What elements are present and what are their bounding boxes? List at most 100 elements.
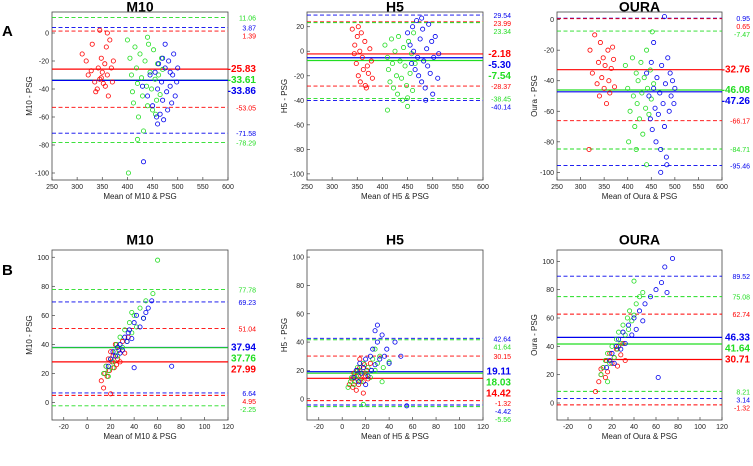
data-point-red — [94, 86, 100, 92]
data-point-green — [387, 79, 393, 85]
data-point-red — [350, 384, 356, 390]
data-point-green — [143, 298, 149, 304]
x-tick-label: 350 — [351, 184, 363, 191]
data-point-green — [382, 42, 388, 48]
data-point-blue — [162, 65, 168, 71]
data-point-blue — [658, 146, 664, 152]
data-point-blue — [419, 79, 425, 85]
data-point-blue — [167, 83, 173, 89]
data-point-red — [620, 340, 626, 346]
reference-line-label: -53.05 — [236, 105, 256, 112]
data-point-green — [388, 36, 394, 42]
y-tick-label: 100 — [542, 259, 554, 266]
y-tick-label: 0 — [300, 49, 304, 56]
x-tick-label: 0 — [588, 424, 592, 431]
data-point-blue — [432, 34, 438, 40]
data-point-green — [633, 146, 639, 152]
data-point-green — [139, 75, 145, 81]
y-tick-label: 60 — [41, 313, 49, 320]
reference-line-label: 14.42 — [486, 389, 511, 400]
x-tick-label: 60 — [652, 424, 660, 431]
data-point-green — [390, 85, 396, 91]
data-point-green — [152, 76, 158, 82]
data-point-green — [101, 371, 107, 377]
y-axis-label: M10 - PSG — [25, 76, 34, 116]
y-tick-label: -80 — [544, 139, 554, 146]
x-tick-label: 300 — [326, 184, 338, 191]
data-point-red — [108, 391, 114, 397]
reference-line-label: 30.15 — [493, 354, 511, 361]
data-point-green — [365, 365, 371, 371]
data-point-blue — [372, 328, 378, 334]
data-point-green — [389, 61, 395, 67]
y-tick-label: 0 — [550, 17, 554, 24]
x-tick-label: 20 — [608, 424, 616, 431]
x-tick-label: -20 — [59, 424, 69, 431]
chart-title: H5 — [386, 232, 404, 248]
reference-line-label: -2.18 — [488, 49, 511, 60]
data-point-red — [92, 79, 98, 85]
y-tick-label: 20 — [41, 371, 49, 378]
y-tick-label: -60 — [294, 122, 304, 129]
data-point-green — [124, 37, 130, 43]
y-tick-label: -80 — [39, 143, 49, 150]
panel-letter-a: A — [2, 23, 13, 40]
reference-line-label: 30.71 — [725, 354, 750, 365]
data-point-blue — [430, 91, 436, 97]
y-tick-label: 60 — [546, 316, 554, 323]
x-tick-label: 100 — [694, 424, 706, 431]
data-point-blue — [664, 162, 670, 168]
data-point-blue — [666, 108, 672, 114]
x-tick-label: 450 — [645, 184, 657, 191]
data-point-blue — [655, 111, 661, 117]
data-point-green — [385, 67, 391, 73]
data-point-red — [357, 48, 363, 54]
data-point-blue — [651, 40, 657, 46]
data-point-blue — [381, 353, 387, 359]
data-point-green — [400, 97, 406, 103]
data-point-red — [367, 360, 373, 366]
data-point-green — [157, 92, 163, 98]
data-point-green — [380, 365, 386, 371]
data-point-blue — [386, 360, 392, 366]
y-tick-label: 40 — [546, 344, 554, 351]
data-point-red — [604, 101, 610, 107]
data-point-blue — [653, 287, 659, 293]
data-point-blue — [369, 367, 375, 373]
reference-line-label: -38.45 — [491, 96, 511, 103]
data-point-blue — [384, 346, 390, 352]
data-point-blue — [165, 107, 171, 113]
data-point-blue — [429, 38, 435, 44]
data-point-red — [601, 85, 607, 91]
x-tick-label: 600 — [222, 184, 234, 191]
data-point-blue — [131, 365, 137, 371]
data-point-green — [150, 107, 156, 113]
data-point-red — [108, 65, 114, 71]
reference-line-label: 27.99 — [231, 364, 256, 375]
data-point-blue — [169, 100, 175, 106]
data-point-green — [407, 70, 413, 76]
x-axis-label: Mean of M10 & PSG — [103, 432, 176, 441]
reference-line-label: 11.06 — [239, 16, 256, 23]
data-point-green — [405, 95, 411, 101]
data-point-green — [153, 111, 159, 117]
data-point-blue — [415, 54, 421, 60]
plot-frame — [51, 11, 229, 181]
data-point-blue — [411, 48, 417, 54]
x-tick-label: 600 — [716, 184, 728, 191]
y-tick-label: 0 — [45, 31, 49, 38]
data-point-green — [639, 90, 645, 96]
chart-title: OURA — [619, 232, 660, 248]
data-point-blue — [649, 127, 655, 133]
data-point-red — [110, 58, 116, 64]
reference-line-label: -1.32 — [734, 405, 750, 412]
reference-line-label: -33.86 — [228, 86, 257, 97]
data-point-blue — [662, 264, 668, 270]
data-point-green — [635, 78, 641, 84]
data-point-red — [103, 44, 109, 50]
data-point-red — [99, 69, 105, 75]
data-point-blue — [668, 93, 674, 99]
data-point-green — [126, 320, 132, 326]
y-tick-label: -60 — [544, 109, 554, 116]
data-point-blue — [356, 379, 362, 385]
